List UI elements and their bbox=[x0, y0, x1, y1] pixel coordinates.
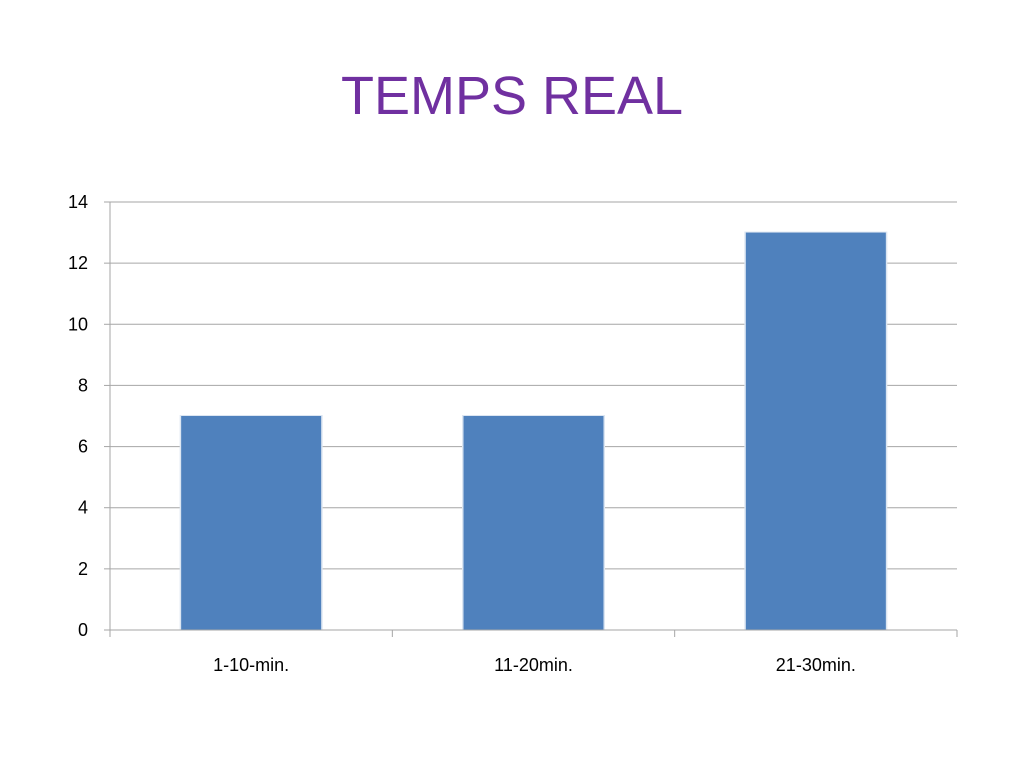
y-tick-label: 2 bbox=[78, 559, 88, 579]
chart-title: TEMPS REAL bbox=[340, 66, 684, 126]
y-tick-label: 14 bbox=[68, 192, 88, 212]
bar bbox=[745, 232, 886, 631]
x-tick-label: 11-20min. bbox=[494, 655, 573, 675]
x-tick-labels: 1-10-min. 11-20min. 21-30min. bbox=[213, 655, 856, 675]
y-tick-label: 8 bbox=[78, 375, 88, 395]
bars bbox=[179, 231, 888, 631]
bar bbox=[181, 416, 322, 630]
y-tick-label: 0 bbox=[78, 620, 88, 640]
bar bbox=[463, 416, 604, 630]
y-tick-label: 4 bbox=[78, 498, 88, 518]
y-tick-label: 12 bbox=[68, 253, 88, 273]
x-tick-label: 1-10-min. bbox=[213, 655, 289, 675]
y-tick-label: 10 bbox=[68, 314, 88, 334]
y-tick-label: 6 bbox=[78, 437, 88, 457]
axes bbox=[104, 201, 958, 637]
x-tick-label: 21-30min. bbox=[776, 655, 856, 675]
y-tick-labels: 0 2 4 6 8 10 12 14 bbox=[68, 192, 88, 640]
